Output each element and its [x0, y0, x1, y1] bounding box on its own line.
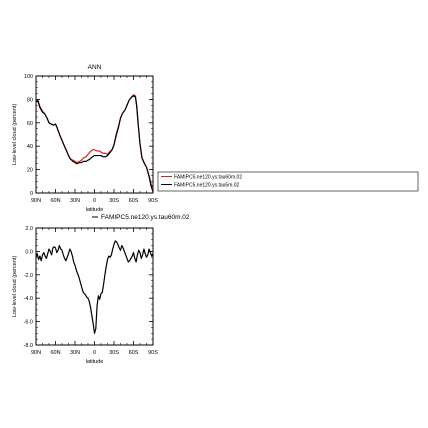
x-tick-label: 90S: [148, 198, 158, 204]
x-tick-label: 30S: [109, 198, 119, 204]
series-line-2: [35, 95, 154, 193]
y-tick-label: -8.0: [24, 343, 33, 349]
x-tick-label: 30S: [109, 350, 119, 356]
y-axis-label: Low-level cloud (percent): [12, 256, 18, 318]
x-tick-label: 0: [93, 198, 96, 204]
x-tick-label: 60S: [129, 350, 139, 356]
y-tick-label: -2.0: [24, 273, 33, 279]
x-tick-label: 90N: [31, 350, 41, 356]
plot-frame-1: [35, 75, 154, 194]
series-line-1: [35, 240, 154, 334]
x-axis-label: latitude: [86, 207, 104, 213]
x-axis-label: latitude: [86, 359, 104, 365]
plot-frame-2: [35, 227, 154, 346]
y-tick-label: 0: [30, 191, 33, 197]
x-tick-label: 60N: [50, 350, 60, 356]
y-tick-label: -6.0: [24, 320, 33, 326]
y-tick-label: 40: [27, 144, 33, 150]
y-tick-label: 60: [27, 121, 33, 127]
y-tick-label: 0.0: [25, 249, 33, 255]
series-line-1: [35, 94, 154, 190]
y-tick-label: 2.0: [25, 226, 33, 232]
x-tick-label: 30N: [70, 350, 80, 356]
chart-title: FAMIPC5.ne120.ys.tau60m.02: [101, 214, 190, 221]
x-tick-label: 0: [93, 350, 96, 356]
chart-title: ANN: [88, 64, 102, 71]
x-tick-label: 30N: [70, 198, 80, 204]
y-tick-label: 100: [24, 74, 33, 80]
y-tick-label: -4.0: [24, 296, 33, 302]
x-tick-label: 90N: [31, 198, 41, 204]
legend-label-2: FAMIPC5.ne120.ys.tau5m.02: [174, 183, 240, 189]
x-tick-label: 60S: [129, 198, 139, 204]
x-tick-label: 90S: [148, 350, 158, 356]
legend-box: [157, 171, 419, 192]
y-tick-label: 20: [27, 168, 33, 174]
y-axis-label: Low-level cloud (percent): [12, 104, 18, 166]
x-tick-label: 60N: [50, 198, 60, 204]
legend-label-1: FAMIPC5.ne120.ys.tau60m.02: [174, 175, 242, 181]
y-tick-label: 80: [27, 97, 33, 103]
